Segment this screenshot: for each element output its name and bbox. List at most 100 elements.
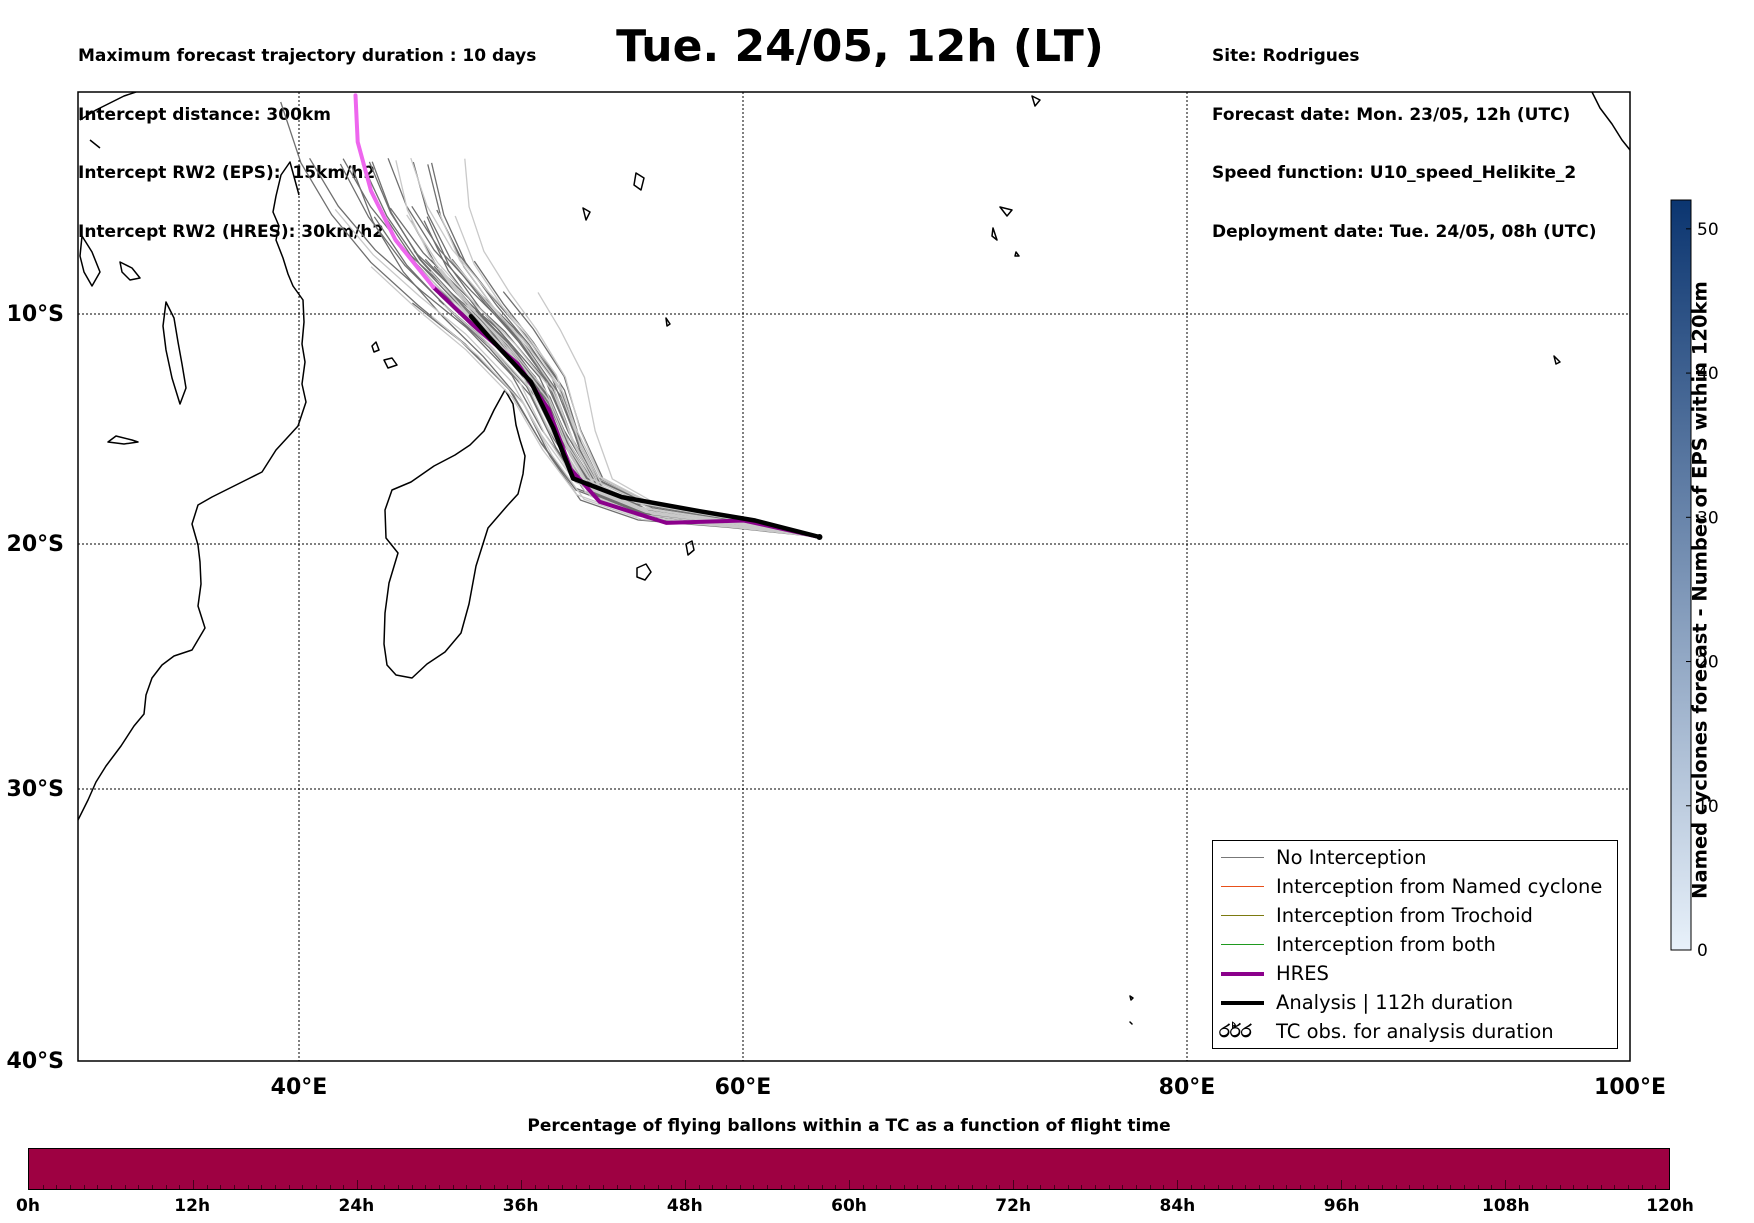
flight-time-minor-tick [1190, 1185, 1192, 1189]
coastline-africa-east [78, 161, 307, 821]
flight-time-minor-tick [357, 1180, 358, 1189]
flight-time-minor-tick [97, 1185, 99, 1189]
legend-swatch [1221, 1001, 1264, 1005]
coastline-mauritius [685, 540, 695, 556]
legend-swatch [1221, 972, 1264, 976]
legend-swatch [1221, 857, 1264, 859]
flight-time-minor-tick [234, 1185, 235, 1189]
colorbar-ticks: 0 10 20 30 40 50 [1686, 220, 1719, 961]
coastline-chagos [991, 206, 1020, 257]
flight-time-minor-tick [1423, 1185, 1424, 1189]
flight-time-minor-tick [562, 1185, 563, 1189]
flight-time-minor-tick [452, 1185, 454, 1189]
flight-time-minor-tick [1436, 1185, 1438, 1189]
flight-time-minor-tick [767, 1185, 768, 1189]
flight-time-tick-label: 0h [16, 1196, 40, 1216]
coastline-reunion [636, 563, 652, 581]
flight-time-minor-tick [124, 1185, 126, 1189]
flight-time-bar [28, 1148, 1670, 1190]
flight-time-minor-tick [1245, 1185, 1247, 1189]
flight-time-minor-tick [1108, 1185, 1110, 1189]
hres-track-tail [353, 93, 436, 289]
flight-time-minor-tick [152, 1185, 153, 1189]
flight-time-minor-tick [603, 1185, 604, 1189]
flight-time-minor-tick [507, 1185, 509, 1189]
coastline-lake-kariba [79, 235, 101, 287]
analysis-track-line [468, 314, 822, 540]
flight-time-minor-tick [985, 1185, 987, 1189]
flight-time-minor-tick [1641, 1185, 1643, 1189]
flight-time-minor-tick [712, 1185, 714, 1189]
flight-time-minor-tick [343, 1185, 345, 1189]
legend-label: Interception from Named cyclone [1276, 875, 1603, 898]
flight-time-minor-tick [493, 1185, 495, 1189]
flight-time-minor-tick [370, 1185, 372, 1189]
map-legend: No Interception Interception from Named … [1212, 840, 1618, 1049]
colorbar-tick-label: 10 [1697, 797, 1719, 817]
flight-time-minor-tick [1272, 1185, 1274, 1189]
eps-trajectory [438, 212, 820, 538]
lat-label-30: 30°S [7, 777, 64, 802]
colorbar-gradient [1670, 199, 1692, 951]
flight-time-minor-tick [179, 1185, 181, 1189]
flight-time-minor-tick [398, 1185, 399, 1189]
flight-time-minor-tick [83, 1185, 85, 1189]
flight-time-minor-tick [862, 1185, 864, 1189]
flight-time-minor-tick [1163, 1185, 1165, 1189]
flight-time-minor-tick [917, 1185, 919, 1189]
lat-label-20: 20°S [7, 532, 64, 557]
flight-time-minor-tick [247, 1185, 249, 1189]
coastline-comoros [371, 341, 398, 369]
flight-time-minor-tick [726, 1185, 727, 1189]
colorbar-tick-label: 0 [1697, 941, 1708, 961]
legend-item-no-interception: No Interception [1213, 845, 1617, 871]
flight-time-minor-tick [1546, 1185, 1547, 1189]
flight-time-minor-tick [1450, 1185, 1452, 1189]
flight-time-minor-tick [1300, 1185, 1301, 1189]
lon-axis-labels: 40°E 60°E 80°E 100°E [271, 1075, 1666, 1100]
flight-time-minor-tick [521, 1180, 522, 1189]
param-line-deployment-date: Deployment date: Tue. 24/05, 08h (UTC) [1212, 221, 1597, 242]
legend-item-trochoid: Interception from Trochoid [1213, 903, 1617, 929]
legend-swatch [1221, 944, 1264, 946]
flight-time-minor-tick [1286, 1185, 1288, 1189]
coastlines [78, 92, 1630, 1025]
flight-time-minor-tick [630, 1185, 632, 1189]
lat-label-40: 40°S [7, 1049, 64, 1074]
flight-time-minor-tick [1518, 1185, 1520, 1189]
flight-time-minor-tick [206, 1185, 208, 1189]
flight-time-minor-tick [1409, 1185, 1411, 1189]
param-line-duration: Maximum forecast trajectory duration : 1… [78, 46, 537, 66]
colorbar-tick-label: 30 [1697, 508, 1719, 528]
flight-time-minor-tick [275, 1185, 276, 1189]
flight-time-minor-tick [739, 1185, 741, 1189]
flight-time-minor-tick [1149, 1185, 1151, 1189]
flight-time-minor-tick [1040, 1185, 1042, 1189]
legend-item-both: Interception from both [1213, 932, 1617, 958]
flight-time-minor-tick [42, 1185, 44, 1189]
coastline-cocos [1553, 355, 1561, 365]
page-title: Tue. 24/05, 12h (LT) [616, 21, 1104, 72]
flight-time-minor-tick [794, 1185, 796, 1189]
flight-time-minor-tick [1573, 1185, 1575, 1189]
colorbar-tick-label: 50 [1697, 220, 1719, 240]
flight-time-minor-tick [835, 1185, 837, 1189]
eps-trajectory [430, 162, 820, 538]
flight-time-minor-tick [329, 1185, 331, 1189]
map-gridlines [78, 92, 1630, 1061]
legend-item-named-cyclone: Interception from Named cyclone [1213, 874, 1617, 900]
coastline-maldives [1031, 95, 1041, 107]
flight-time-minor-tick [575, 1185, 577, 1189]
flight-time-minor-tick [958, 1185, 960, 1189]
flight-time-minor-tick [780, 1185, 782, 1189]
flight-time-minor-tick [302, 1185, 304, 1189]
flight-time-minor-tick [193, 1180, 194, 1189]
flight-time-minor-tick [944, 1185, 946, 1189]
legend-label: Analysis | 112h duration [1276, 991, 1514, 1014]
flight-time-minor-tick [1313, 1185, 1315, 1189]
flight-time-tick-label: 48h [666, 1196, 703, 1216]
flight-time-tick-label: 36h [502, 1196, 539, 1216]
flight-time-minor-tick [616, 1185, 618, 1189]
flight-time-minor-tick [1177, 1180, 1178, 1189]
